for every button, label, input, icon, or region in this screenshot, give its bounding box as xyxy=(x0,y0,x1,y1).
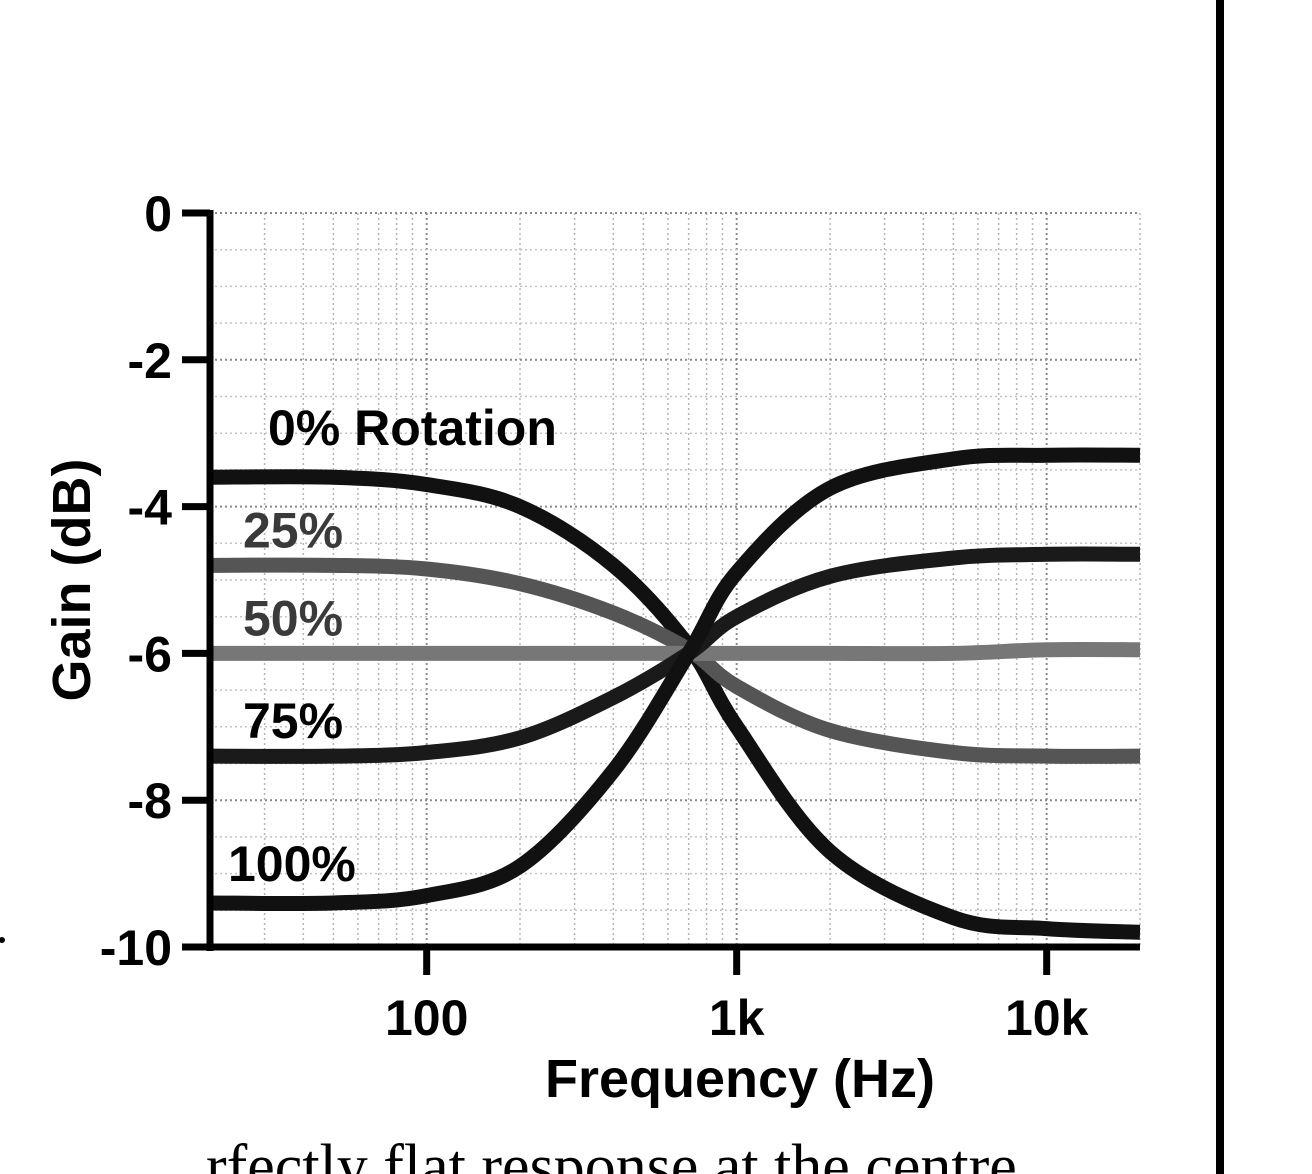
column-divider xyxy=(1216,0,1224,1174)
y-tick-label: 0 xyxy=(144,186,172,242)
y-tick-label: -2 xyxy=(128,333,172,389)
y-tick-label: -6 xyxy=(128,626,172,682)
stray-mark xyxy=(0,937,5,943)
series-label-4: 100% xyxy=(228,836,356,892)
series-line-4 xyxy=(210,447,1140,912)
series-lines xyxy=(210,447,1140,940)
body-text-fragment: rfectly flat response at the centre xyxy=(0,1140,1215,1174)
series-label-1: 25% xyxy=(243,502,343,558)
caption-text: rfectly flat response at the centre xyxy=(206,1140,1017,1174)
series-label-3: 75% xyxy=(243,693,343,749)
axes: 0 -2 -4 -6 -8 -10 100 1k 10k xyxy=(100,186,1140,1046)
x-tick-label: 10k xyxy=(1005,990,1089,1046)
x-axis-label: Frequency (Hz) xyxy=(545,1049,935,1109)
series-label-2: 50% xyxy=(243,590,343,646)
x-tick-label: 100 xyxy=(385,990,468,1046)
series-line-2 xyxy=(210,641,1140,662)
y-tick-label: -4 xyxy=(128,480,173,536)
y-tick-label: -8 xyxy=(128,773,172,829)
x-tick-label: 1k xyxy=(709,990,765,1046)
y-tick-label: -10 xyxy=(100,920,172,976)
series-labels: 0% Rotation 25% 50% 75% 100% xyxy=(228,400,557,892)
gain-frequency-chart: 0 -2 -4 -6 -8 -10 100 1k 10k 0% Rotation 25% 50% 75… xyxy=(42,186,1141,1109)
series-label-0: 0% Rotation xyxy=(268,400,557,456)
y-axis-label: Gain (dB) xyxy=(42,459,102,702)
